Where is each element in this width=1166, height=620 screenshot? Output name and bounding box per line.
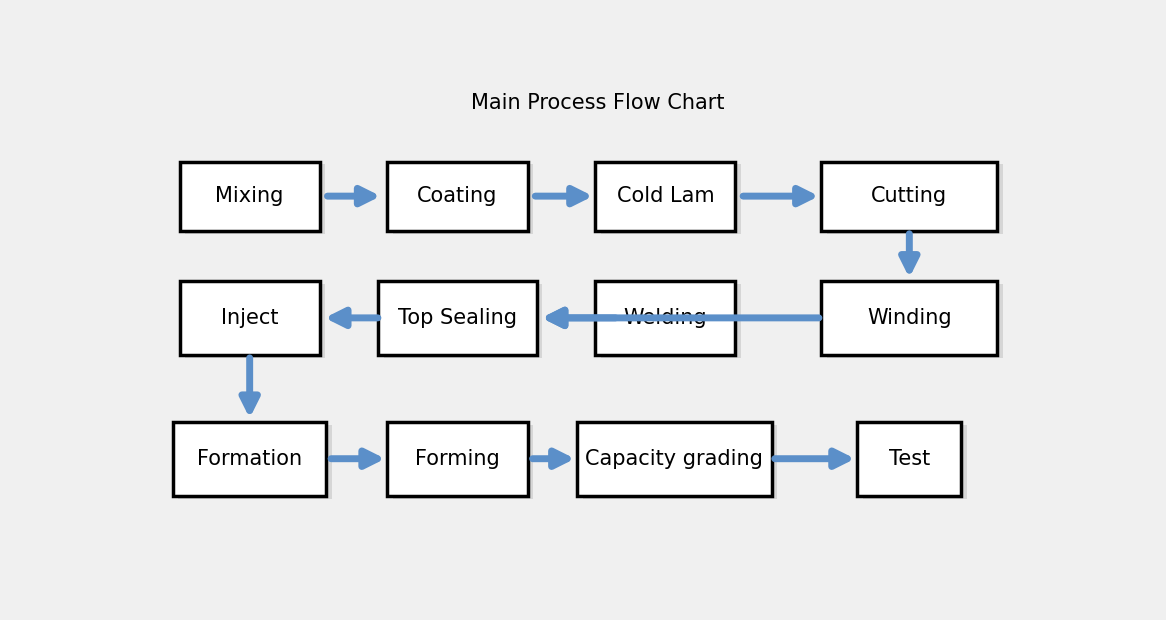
FancyBboxPatch shape [821, 281, 997, 355]
FancyBboxPatch shape [185, 164, 325, 234]
Text: Welding: Welding [624, 308, 707, 328]
FancyBboxPatch shape [387, 422, 527, 496]
FancyBboxPatch shape [384, 284, 542, 358]
FancyBboxPatch shape [596, 281, 736, 355]
FancyBboxPatch shape [387, 162, 527, 231]
FancyBboxPatch shape [180, 162, 319, 231]
Text: Mixing: Mixing [216, 186, 283, 206]
FancyBboxPatch shape [173, 422, 326, 496]
FancyBboxPatch shape [185, 284, 325, 358]
FancyBboxPatch shape [827, 164, 1003, 234]
FancyBboxPatch shape [827, 284, 1003, 358]
FancyBboxPatch shape [857, 422, 961, 496]
FancyBboxPatch shape [596, 162, 736, 231]
FancyBboxPatch shape [379, 281, 536, 355]
Text: Forming: Forming [415, 449, 500, 469]
Text: Top Sealing: Top Sealing [398, 308, 517, 328]
Text: Cold Lam: Cold Lam [617, 186, 714, 206]
FancyBboxPatch shape [600, 284, 740, 358]
FancyBboxPatch shape [600, 164, 740, 234]
FancyBboxPatch shape [577, 422, 772, 496]
Text: Winding: Winding [868, 308, 951, 328]
Text: Cutting: Cutting [871, 186, 948, 206]
Text: Coating: Coating [417, 186, 498, 206]
FancyBboxPatch shape [393, 164, 533, 234]
Text: Formation: Formation [197, 449, 302, 469]
Text: Test: Test [888, 449, 930, 469]
Text: Main Process Flow Chart: Main Process Flow Chart [471, 94, 724, 113]
Text: Inject: Inject [220, 308, 279, 328]
FancyBboxPatch shape [583, 425, 777, 498]
FancyBboxPatch shape [393, 425, 533, 498]
FancyBboxPatch shape [863, 425, 967, 498]
FancyBboxPatch shape [180, 281, 319, 355]
Text: Capacity grading: Capacity grading [585, 449, 764, 469]
FancyBboxPatch shape [178, 425, 332, 498]
FancyBboxPatch shape [821, 162, 997, 231]
